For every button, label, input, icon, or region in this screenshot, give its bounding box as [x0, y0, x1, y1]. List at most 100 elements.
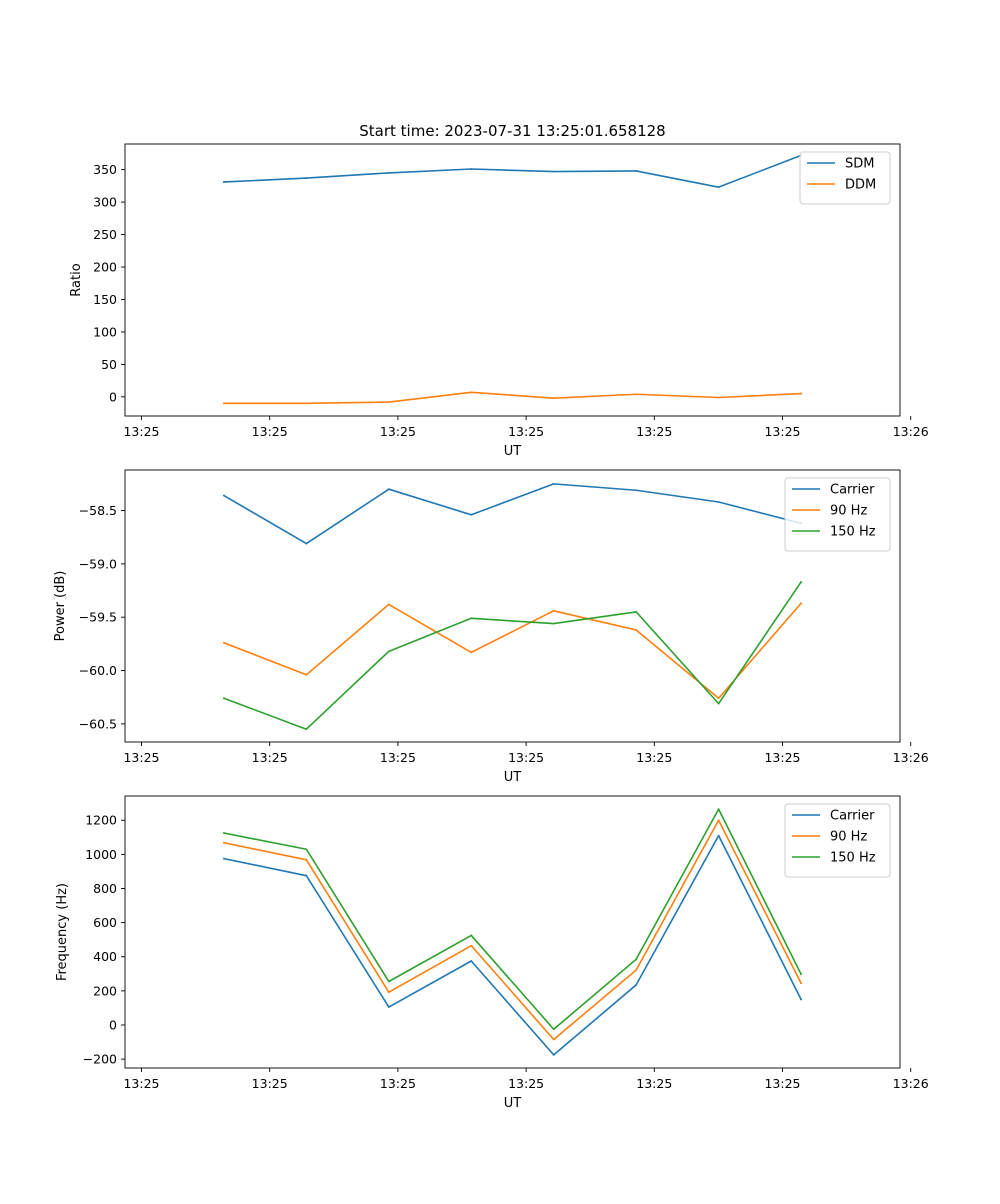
x-tick-label: 13:25: [508, 424, 544, 439]
y-tick-label: 200: [93, 260, 117, 275]
data-point: [223, 857, 225, 860]
data-point: [387, 980, 390, 983]
data-point: [223, 181, 225, 183]
y-tick-label: −58.5: [79, 503, 117, 518]
series-line-150-hz: [223, 808, 803, 1031]
y-tick-label: 100: [93, 324, 117, 339]
data-point: [717, 396, 720, 399]
legend-label: Carrier: [830, 483, 875, 498]
legend-label: 150 Hz: [830, 851, 876, 866]
x-tick-label: 13:25: [764, 424, 800, 439]
x-axis-label: UT: [504, 444, 522, 459]
y-tick-label: −60.5: [79, 716, 117, 731]
axes-frame: [124, 795, 901, 1069]
axes-frame: [124, 469, 901, 743]
x-tick-label: 13:25: [508, 750, 544, 765]
data-point: [552, 1038, 555, 1041]
data-point: [800, 998, 802, 1001]
data-point: [552, 482, 555, 485]
data-point: [800, 392, 802, 395]
data-point: [305, 177, 308, 179]
y-tick-label: 400: [93, 949, 117, 964]
x-tick-label: 13:25: [380, 424, 416, 439]
data-point: [552, 622, 555, 625]
series-line-carrier: [222, 834, 803, 1056]
data-point: [387, 991, 390, 994]
data-point: [470, 168, 473, 170]
x-tick-label: 13:25: [380, 1076, 416, 1091]
data-point: [552, 170, 555, 173]
series-line-90-hz: [222, 602, 803, 700]
data-point: [223, 697, 225, 700]
y-axis-label: Power (dB): [53, 571, 68, 642]
y-tick-label: 800: [93, 881, 117, 896]
data-point: [387, 603, 390, 606]
chart-panel-2: 13:25 13:25 13:25 13:25 13:25 13:25 13:26 −60.5…: [53, 469, 929, 785]
data-point: [717, 808, 720, 811]
data-point: [387, 401, 390, 403]
data-point: [800, 581, 802, 583]
x-tick-label: 13:25: [123, 424, 159, 439]
data-point: [552, 397, 555, 400]
y-tick-label: −200: [83, 1052, 117, 1067]
data-point: [552, 1028, 555, 1031]
data-point: [552, 1053, 555, 1056]
legend: Carrier 90 Hz 150 Hz: [784, 803, 891, 878]
y-tick-label: 250: [93, 227, 117, 242]
data-point: [470, 944, 473, 947]
data-point: [387, 650, 390, 653]
data-point: [223, 402, 225, 405]
y-tick-label: 200: [93, 983, 117, 998]
data-point: [387, 171, 390, 174]
series-line-carrier: [222, 483, 803, 545]
data-point: [305, 874, 308, 877]
x-tick-label: 13:25: [636, 1076, 672, 1091]
y-tick-label: −59.5: [79, 610, 117, 625]
legend: SDM DDM: [799, 151, 891, 205]
data-point: [800, 973, 802, 976]
legend-label: 90 Hz: [830, 504, 867, 519]
y-tick-label: 1000: [85, 847, 117, 862]
x-tick-label: 13:25: [252, 424, 288, 439]
x-tick-label: 13:25: [636, 750, 672, 765]
x-axis-label: UT: [504, 770, 522, 785]
x-tick-label: 13:25: [508, 1076, 544, 1091]
x-tick-label: 13:25: [123, 750, 159, 765]
legend-frame: [799, 151, 891, 205]
x-tick-label: 13:25: [252, 750, 288, 765]
data-point: [223, 494, 225, 497]
data-point: [305, 673, 308, 676]
data-point: [223, 832, 225, 834]
data-point: [635, 969, 638, 971]
x-tick-label: 13:25: [764, 1076, 800, 1091]
data-point: [305, 402, 308, 405]
data-point: [470, 651, 473, 654]
data-point: [223, 641, 225, 644]
data-point: [717, 819, 720, 822]
legend-label: 150 Hz: [830, 525, 876, 540]
y-tick-label: 150: [93, 292, 117, 307]
data-point: [635, 610, 638, 613]
data-point: [800, 602, 802, 605]
data-point: [470, 934, 473, 937]
legend-label: 90 Hz: [830, 830, 867, 845]
x-tick-label: 13:26: [893, 750, 929, 765]
y-axis-label: Ratio: [69, 263, 84, 296]
x-tick-label: 13:26: [893, 424, 929, 439]
axes-frame: [124, 143, 901, 417]
data-point: [470, 391, 473, 394]
legend-label: SDM: [845, 157, 874, 172]
legend-frame: [784, 477, 891, 552]
data-point: [717, 501, 720, 503]
y-tick-label: 0: [109, 389, 117, 404]
data-point: [387, 1006, 390, 1008]
y-tick-label: 600: [93, 915, 117, 930]
data-point: [717, 834, 720, 837]
data-point: [635, 958, 638, 961]
figure-title: Start time: 2023-07-31 13:25:01.658128: [359, 122, 665, 140]
data-point: [717, 702, 720, 705]
y-tick-label: 300: [93, 195, 117, 210]
legend-label: Carrier: [830, 809, 875, 824]
